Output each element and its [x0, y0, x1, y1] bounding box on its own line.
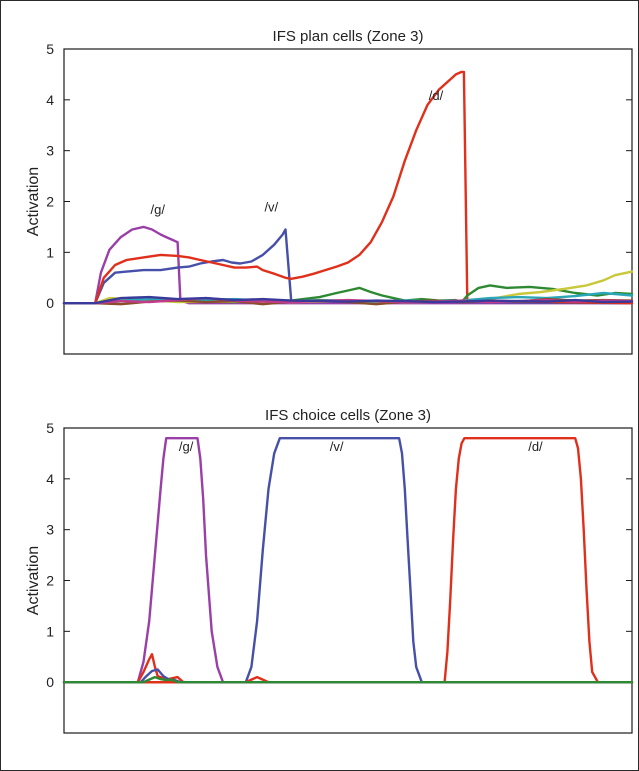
panel1-curve-label-2: /v/ — [264, 200, 278, 215]
panel1-curve-label-3: /d/ — [429, 88, 444, 103]
panel2-series-line-2 — [62, 437, 634, 684]
panel2-ylabel: Activation — [25, 546, 42, 615]
panel2-curve-label-3: /d/ — [528, 439, 543, 454]
panel2-series-line-4 — [62, 653, 634, 684]
panel2-ytick-label-1: 1 — [46, 623, 54, 639]
panel2-ytick-label-3: 3 — [46, 522, 54, 538]
panel2-series-line-3 — [62, 437, 634, 684]
panel2-axes-box — [63, 427, 633, 734]
panel1-ylabel: Activation — [25, 167, 42, 236]
panel1-axes-box — [63, 48, 633, 355]
panel2-title: IFS choice cells (Zone 3) — [265, 407, 431, 424]
panel1-series-line-3 — [62, 70, 634, 305]
panel1-ytick-label-0: 0 — [46, 295, 54, 311]
panel1-series-line-9 — [62, 295, 634, 305]
panel2-curve-label-2: /v/ — [330, 439, 344, 454]
panel1-ytick-label-5: 5 — [46, 41, 54, 57]
panel1-series-line-1 — [62, 225, 634, 305]
panel2-ytick-label-0: 0 — [46, 674, 54, 690]
panel1-ytick-label-3: 3 — [46, 143, 54, 159]
panel2-series-line-1 — [62, 437, 634, 684]
panel1-ytick-label-4: 4 — [46, 92, 54, 108]
panel2-series-line-7 — [62, 675, 634, 684]
panel1-ytick-label-2: 2 — [46, 194, 54, 210]
panel1-title: IFS plan cells (Zone 3) — [273, 28, 424, 45]
panel2-ytick-label-2: 2 — [46, 573, 54, 589]
panel2-ytick-label-4: 4 — [46, 471, 54, 487]
panel1-ytick-label-1: 1 — [46, 244, 54, 260]
panel2-ytick-label-5: 5 — [46, 420, 54, 436]
panel1-curve-label-1: /g/ — [150, 202, 165, 217]
panel2-curve-label-1: /g/ — [179, 439, 194, 454]
